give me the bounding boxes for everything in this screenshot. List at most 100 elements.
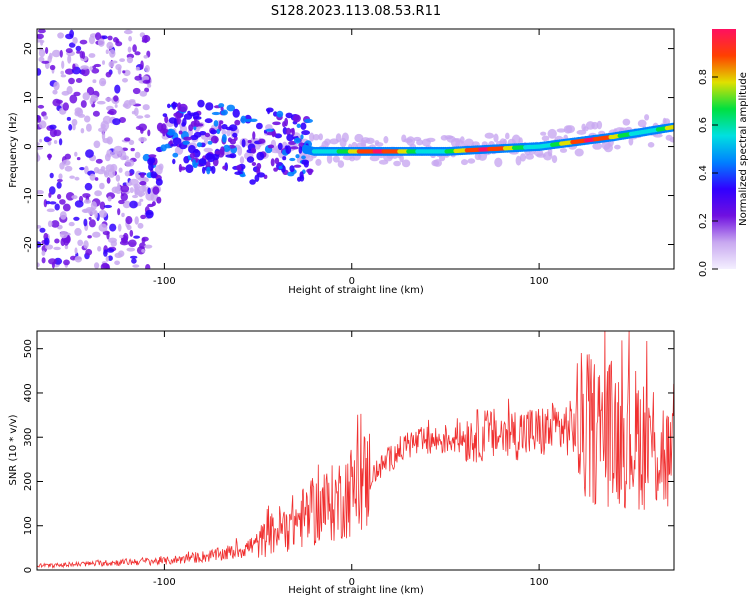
spectrogram-cell	[286, 134, 294, 142]
spectrogram-cell	[106, 149, 113, 158]
spectrogram-cell	[137, 222, 144, 229]
spectrogram-cell	[114, 84, 121, 94]
spectrogram-cell	[105, 256, 110, 262]
spectrogram-cell	[45, 47, 49, 54]
spectrogram-cell	[95, 32, 102, 41]
spectrogram-cell	[541, 135, 550, 142]
spectrogram-cell	[177, 102, 182, 112]
spectrogram-cell	[107, 196, 112, 202]
spectrogram-cell	[92, 231, 101, 238]
spectrogram-cell	[63, 259, 70, 266]
spectrogram-cell	[122, 200, 131, 209]
spectrogram-cell	[240, 115, 247, 124]
spectrogram-cell	[204, 153, 213, 160]
spectrogram-cell	[178, 163, 182, 173]
spectrogram-cell	[45, 244, 54, 250]
spectrogram-cell	[37, 262, 40, 268]
spectrogram-cell	[118, 199, 125, 205]
spectrogram-cell	[141, 249, 146, 253]
snr-x-tick-label: -100	[153, 577, 176, 588]
spectrogram-cell	[162, 129, 166, 137]
spectrogram-cell	[109, 223, 117, 232]
spectrogram-cell	[139, 198, 144, 202]
spectrogram-cell	[83, 240, 89, 249]
colorbar-tick-label: 0.0	[698, 261, 709, 277]
spectrogram-cell	[122, 103, 129, 108]
spectrogram-cell	[312, 134, 320, 141]
spectrogram-cell	[170, 143, 178, 147]
spectrogram-cell	[237, 146, 243, 156]
spectrogram-cell	[494, 157, 503, 168]
spectrogram-cell	[155, 178, 163, 186]
spectrogram-cell	[229, 138, 236, 145]
spectrogram-cell	[147, 83, 152, 88]
spectrogram-cell	[287, 171, 295, 177]
spectrogram-cell	[210, 135, 219, 144]
spectrogram-cell	[426, 137, 436, 143]
spectrogram-cell	[172, 101, 177, 110]
spectrogram-cell	[60, 74, 67, 78]
spectrogram-cell	[101, 131, 106, 141]
snr-y-tick-label: 500	[23, 339, 34, 358]
snr-frame	[36, 330, 675, 571]
spectrogram-cell	[576, 129, 587, 135]
snr-y-tick-label: 400	[23, 383, 34, 402]
spectrogram-cell	[124, 170, 130, 177]
spectrogram-cell	[79, 167, 85, 171]
spectrogram-cell	[232, 132, 238, 138]
colorbar-tick-label: 0.4	[698, 165, 709, 181]
spectrogram-cell	[246, 156, 255, 163]
spectrogram-cell	[68, 42, 76, 48]
spectrogram-cell	[83, 199, 92, 204]
spectrogram-cell	[74, 247, 78, 254]
spectrogram-cell	[252, 131, 256, 140]
spectrogram-cell	[68, 77, 75, 85]
spectrogram-y-ticks: 20 10 0 -10 -20	[23, 42, 674, 253]
spectrogram-cell	[68, 124, 73, 131]
spectrogram-cell	[256, 162, 262, 170]
spectrogram-cell	[59, 199, 66, 205]
spectrogram-cell	[176, 116, 181, 125]
spectrogram-cell	[285, 127, 291, 136]
spectrogram-cell	[109, 49, 116, 58]
colorbar-ticks: 0.0 0.2 0.4 0.6 0.8	[698, 69, 718, 277]
spectrogram-cell	[203, 138, 209, 145]
spectrogram-cell	[85, 149, 94, 158]
spectrogram-cell	[89, 66, 93, 71]
spectrogram-cell	[69, 94, 78, 104]
spectrogram-frame	[36, 28, 675, 270]
spectrogram-cell	[401, 159, 411, 168]
spectrogram-cell	[218, 103, 225, 108]
spectrogram-cell	[84, 115, 91, 123]
spectrogram-cell	[129, 229, 134, 237]
spectrogram-cell	[105, 97, 112, 102]
spectrogram-cell	[207, 140, 213, 145]
spectrogram-cell	[147, 129, 151, 137]
spectrogram-cell	[88, 53, 96, 58]
spectrogram-cell	[196, 142, 203, 148]
spectrogram-cell	[141, 237, 146, 244]
spectrogram-cell	[134, 184, 139, 195]
spectrogram-cell	[66, 116, 71, 121]
spectrogram-cell	[38, 120, 47, 129]
spectrogram-cell	[119, 58, 125, 62]
spectrogram-cell	[43, 199, 48, 208]
spectrogram-cell	[459, 136, 465, 144]
spectrogram-cell	[101, 80, 106, 85]
spectrogram-cell	[285, 145, 292, 155]
spectrogram-cell	[79, 50, 84, 59]
spectrogram-cell	[48, 192, 52, 198]
spectrogram-x-tick-label: 0	[349, 276, 355, 287]
spectrogram-cell	[119, 240, 129, 246]
spectrogram-cell	[53, 140, 58, 144]
spectrogram-cell	[229, 153, 237, 159]
spectrogram-cell	[48, 258, 57, 265]
spectrogram-cell	[102, 115, 112, 125]
spectrogram-cell	[132, 44, 137, 53]
spectrogram-cell	[653, 133, 663, 138]
spectrogram-cell	[111, 186, 120, 194]
spectrogram-cell	[239, 173, 246, 178]
spectrogram-cell	[299, 171, 304, 180]
spectrogram-cell	[74, 227, 82, 236]
